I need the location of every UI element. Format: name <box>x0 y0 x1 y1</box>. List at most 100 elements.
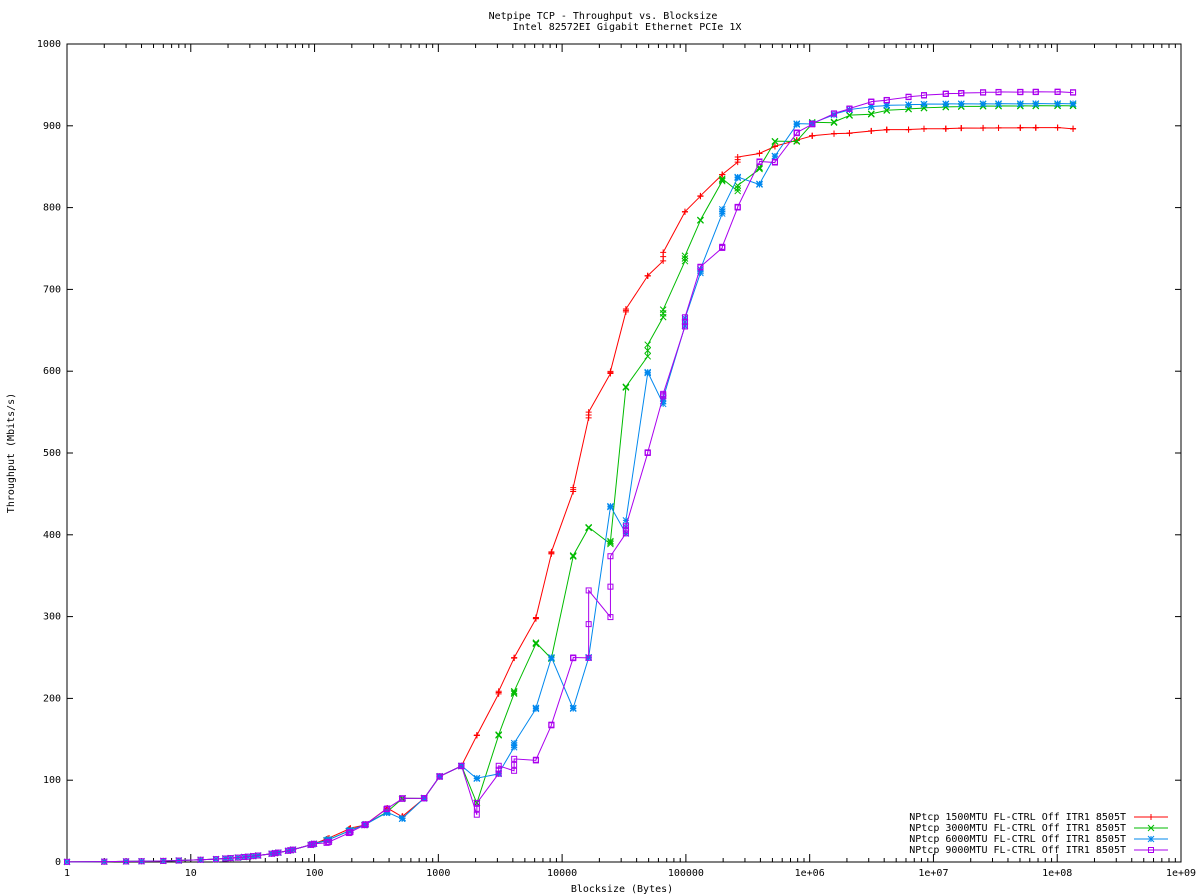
x-tick-label: 100000 <box>668 868 704 879</box>
data-point <box>644 449 651 456</box>
plot-frame <box>66 43 1182 863</box>
data-point <box>585 654 592 661</box>
data-point <box>659 306 667 313</box>
data-point <box>1032 88 1039 95</box>
data-point <box>1147 824 1155 832</box>
data-point <box>920 92 927 99</box>
data-point <box>756 158 763 165</box>
legend-label: NPtcp 3000MTU FL-CTRL Off ITR1 8505T <box>909 823 1126 834</box>
data-point <box>681 252 689 260</box>
data-point <box>511 654 518 661</box>
data-point <box>771 152 779 160</box>
data-point <box>607 553 614 560</box>
data-point <box>326 838 333 845</box>
data-point <box>532 704 540 712</box>
data-point <box>734 187 742 195</box>
data-point <box>756 150 763 157</box>
data-point <box>830 118 838 126</box>
data-point <box>607 540 614 548</box>
data-point <box>883 101 891 109</box>
data-point <box>311 840 318 847</box>
data-point <box>718 205 726 213</box>
data-point <box>734 173 742 181</box>
data-point <box>697 192 704 199</box>
x-tick-label: 1e+09 <box>1166 868 1196 879</box>
y-tick-label: 1000 <box>37 39 61 50</box>
data-point <box>347 829 354 836</box>
series-line <box>66 103 1074 863</box>
series-2 <box>63 102 1077 866</box>
data-point <box>570 484 577 491</box>
x-tick-label: 1 <box>64 868 70 879</box>
data-point <box>942 100 950 108</box>
data-point <box>473 774 481 782</box>
data-point <box>510 739 518 747</box>
data-point <box>1054 124 1061 131</box>
data-point <box>793 137 801 145</box>
data-point <box>234 854 241 861</box>
series-line <box>66 126 1074 863</box>
data-point <box>585 621 592 628</box>
data-point <box>793 129 800 136</box>
data-point <box>532 639 540 646</box>
data-point <box>548 721 555 728</box>
data-point <box>660 249 667 256</box>
data-point <box>958 125 965 132</box>
axes: 0 100 200 300 400 500 600 700 800 900 1000 1 10 100 10… <box>37 39 1196 879</box>
data-point <box>473 811 480 818</box>
data-point <box>846 130 853 137</box>
data-point <box>607 502 614 510</box>
data-point <box>473 732 480 739</box>
data-point <box>307 841 314 848</box>
data-point <box>718 177 726 185</box>
data-point <box>831 110 838 117</box>
legend-label: NPtcp 1500MTU FL-CTRL Off ITR1 8505T <box>909 812 1126 823</box>
data-point <box>846 106 853 113</box>
data-point <box>846 111 853 119</box>
data-point <box>607 539 614 546</box>
data-point <box>101 858 108 865</box>
data-point <box>399 795 406 802</box>
data-point <box>1070 89 1077 96</box>
data-point <box>622 306 629 313</box>
data-point <box>290 846 297 853</box>
data-point <box>957 100 965 108</box>
data-point <box>809 132 816 139</box>
data-point <box>846 105 853 112</box>
x-tick-label: 10000 <box>547 868 577 879</box>
data-point <box>213 856 220 863</box>
data-point <box>718 176 726 184</box>
data-point <box>734 203 741 210</box>
data-point <box>197 856 204 863</box>
data-point <box>511 755 518 762</box>
data-point <box>1070 125 1077 132</box>
data-point <box>548 548 555 555</box>
data-point <box>607 614 614 621</box>
x-axis-label: Blocksize (Bytes) <box>571 884 673 895</box>
series-4 <box>64 88 1077 865</box>
data-point <box>1017 124 1024 131</box>
data-point <box>622 517 630 524</box>
data-point <box>1147 835 1155 843</box>
data-point <box>1054 88 1061 95</box>
data-point <box>473 805 480 812</box>
data-point <box>697 216 704 224</box>
data-point <box>1148 847 1154 853</box>
data-point <box>548 653 555 661</box>
data-point <box>979 100 987 108</box>
data-point <box>607 537 614 545</box>
data-point <box>905 93 912 100</box>
data-point <box>644 368 652 376</box>
y-tick-label: 100 <box>43 775 61 786</box>
data-point <box>719 171 726 178</box>
data-point <box>436 773 443 780</box>
data-point <box>644 352 652 360</box>
data-point <box>511 767 518 774</box>
data-point <box>160 857 167 864</box>
data-point <box>771 137 779 145</box>
x-tick-label: 1000 <box>426 868 450 879</box>
data-point <box>942 125 949 132</box>
y-tick-label: 200 <box>43 693 61 704</box>
data-point <box>585 587 592 594</box>
data-point <box>868 127 875 134</box>
